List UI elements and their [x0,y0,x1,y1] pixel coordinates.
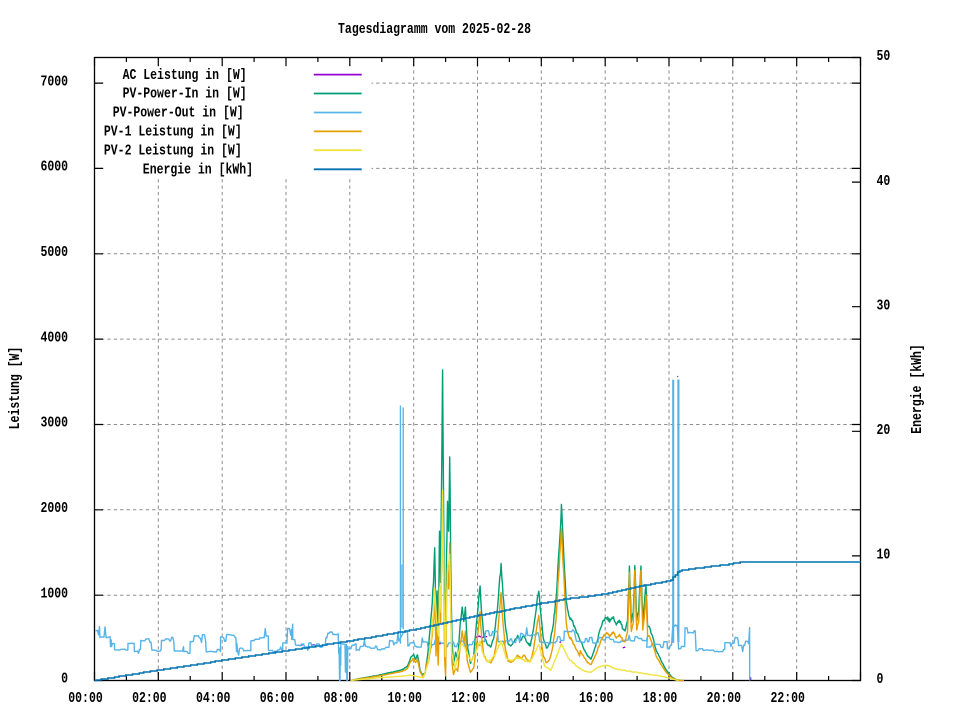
svg-text:PV-1 Leistung in [W]: PV-1 Leistung in [W] [104,123,242,140]
svg-text:50: 50 [877,48,891,65]
svg-text:PV-Power-Out in [W]: PV-Power-Out in [W] [113,104,244,121]
svg-text:1000: 1000 [40,585,68,602]
svg-text:20:00: 20:00 [707,690,742,707]
svg-text:0: 0 [61,670,68,687]
svg-text:5000: 5000 [40,244,68,261]
svg-text:3000: 3000 [40,414,68,431]
svg-text:AC Leistung in [W]: AC Leistung in [W] [123,67,247,84]
svg-text:PV-Power-In in [W]: PV-Power-In in [W] [123,85,247,102]
svg-text:10:00: 10:00 [387,690,422,707]
svg-text:30: 30 [877,297,891,314]
svg-text:Leistung [W]: Leistung [W] [7,347,24,430]
svg-text:12:00: 12:00 [451,690,486,707]
svg-text:22:00: 22:00 [770,690,805,707]
svg-text:7000: 7000 [40,73,68,90]
svg-text:02:00: 02:00 [132,690,167,707]
svg-text:00:00: 00:00 [68,690,103,707]
svg-text:6000: 6000 [40,158,68,175]
svg-text:40: 40 [877,173,891,190]
svg-text:2000: 2000 [40,500,68,517]
svg-text:16:00: 16:00 [579,690,614,707]
svg-text:4000: 4000 [40,329,68,346]
svg-text:Energie [kWh]: Energie [kWh] [909,344,926,434]
svg-text:08:00: 08:00 [324,690,359,707]
svg-text:04:00: 04:00 [196,690,231,707]
svg-text:14:00: 14:00 [515,690,550,707]
svg-text:20: 20 [877,422,891,439]
svg-text:PV-2 Leistung in [W]: PV-2 Leistung in [W] [104,142,242,159]
svg-text:10: 10 [877,546,891,563]
svg-text:06:00: 06:00 [260,690,295,707]
svg-text:Energie in [kWh]: Energie in [kWh] [143,161,253,178]
svg-text:0: 0 [877,671,884,688]
svg-text:18:00: 18:00 [643,690,678,707]
svg-text:Tagesdiagramm vom 2025-02-28: Tagesdiagramm vom 2025-02-28 [338,21,531,38]
